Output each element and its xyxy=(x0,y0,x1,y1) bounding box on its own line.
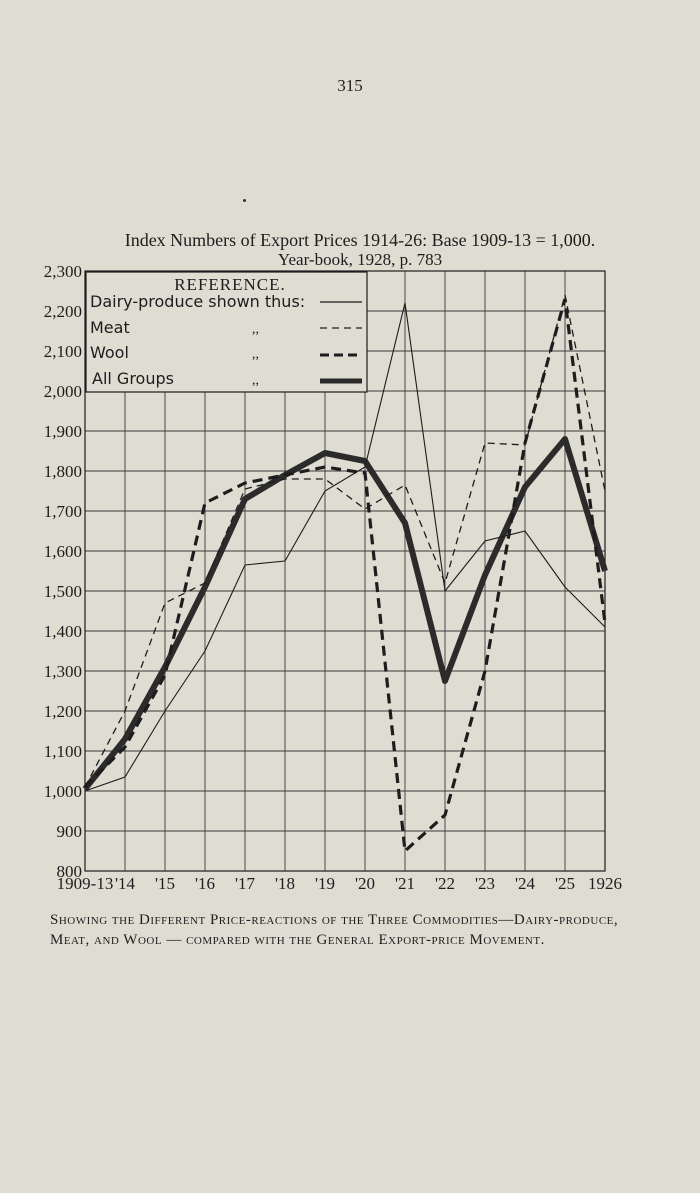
chart: 800 900 1,000 1,100 1,200 1,300 1,400 1,500 1,60… xyxy=(44,262,622,893)
x-tick-label: 1926 xyxy=(588,874,622,893)
x-tick-label: '17 xyxy=(235,874,256,893)
x-tick-label: '19 xyxy=(315,874,335,893)
y-tick-label: 1,000 xyxy=(44,782,82,801)
x-tick-label: '25 xyxy=(555,874,575,893)
chart-title: Index Numbers of Export Prices 1914-26: … xyxy=(124,230,596,250)
series-line-dairy-produce xyxy=(84,302,606,792)
y-tick-label: 1,700 xyxy=(44,502,82,521)
x-tick-label: '22 xyxy=(435,874,455,893)
legend-box xyxy=(85,271,368,393)
x-tick-label: '24 xyxy=(515,874,536,893)
y-tick-label: 1,500 xyxy=(44,582,82,601)
legend-ditto-all: ,, xyxy=(252,373,259,388)
page-number: 315 xyxy=(337,76,363,95)
y-tick-label: 2,000 xyxy=(44,382,82,401)
legend-heading: REFERENCE. xyxy=(174,275,286,294)
y-tick-label: 1,400 xyxy=(44,622,82,641)
x-tick-label: '18 xyxy=(275,874,295,893)
legend-label-wool: Wool xyxy=(90,343,129,362)
series-line-all-groups xyxy=(82,436,608,791)
y-tick-label: 800 xyxy=(57,862,83,881)
y-tick-label: 1,100 xyxy=(44,742,82,761)
legend: REFERENCE. Dairy-produce shown thus: Mea… xyxy=(85,271,368,393)
x-tick-label: '23 xyxy=(475,874,495,893)
y-tick-label: 1,200 xyxy=(44,702,82,721)
legend-label-meat: Meat xyxy=(90,318,130,337)
legend-label-dairy: Dairy-produce shown thus: xyxy=(90,292,305,311)
x-tick-label: '16 xyxy=(195,874,215,893)
series-line-wool xyxy=(83,298,607,855)
series-line-meat xyxy=(84,294,606,788)
legend-ditto-wool: ,, xyxy=(252,347,259,362)
legend-label-all: All Groups xyxy=(92,369,174,388)
y-axis: 800 900 1,000 1,100 1,200 1,300 1,400 1,500 1,60… xyxy=(44,262,82,881)
x-tick-label: '15 xyxy=(155,874,175,893)
y-tick-label: 900 xyxy=(57,822,83,841)
x-tick-label: '20 xyxy=(355,874,375,893)
y-tick-label: 2,200 xyxy=(44,302,82,321)
y-tick-label: 1,600 xyxy=(44,542,82,561)
x-axis: 1909-13'14 '15 '16 '17 '18 '19 '20 '21 '22 '23 '24… xyxy=(57,874,622,893)
y-tick-label: 1,300 xyxy=(44,662,82,681)
y-tick-label: 1,800 xyxy=(44,462,82,481)
chart-subtitle: Year-book, 1928, p. 783 xyxy=(277,250,443,269)
x-tick-label: '14 xyxy=(115,874,136,893)
series-lines xyxy=(82,294,608,855)
y-tick-label: 2,100 xyxy=(44,342,82,361)
figure-caption: Showing the Different Price-reactions of… xyxy=(50,912,619,948)
x-tick-label: 1909-13 xyxy=(57,874,114,893)
y-tick-label: 1,900 xyxy=(44,422,82,441)
y-tick-label: 2,300 xyxy=(44,262,82,281)
speck-mark xyxy=(243,199,246,202)
legend-ditto-meat: ,, xyxy=(252,322,259,337)
x-tick-label: '21 xyxy=(395,874,415,893)
